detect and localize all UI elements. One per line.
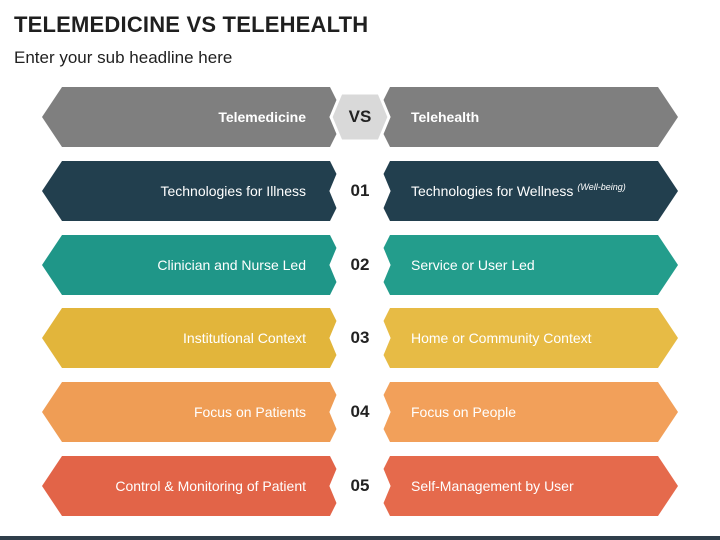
row-header-shape [42, 87, 678, 147]
row-02: Clinician and Nurse Led 02 Service or Us… [0, 235, 720, 295]
row-05-number: 05 [350, 476, 370, 495]
telemedicine-label: Telemedicine [218, 109, 306, 125]
row-03-number: 03 [350, 328, 370, 347]
row-02-left-text: Clinician and Nurse Led [157, 257, 306, 273]
row-04-left-text: Focus on Patients [193, 404, 306, 420]
row-03: Institutional Context 03 Home or Communi… [0, 308, 720, 368]
row-02-shape [42, 235, 678, 295]
row-01-right-note: (Well-being) [577, 182, 626, 192]
left-chevron [42, 235, 345, 295]
row-01-shape [42, 161, 678, 221]
right-chevron [375, 235, 678, 295]
telehealth-label: Telehealth [411, 109, 480, 125]
center-badge-shape [329, 460, 391, 512]
center-badge-shape [329, 312, 391, 364]
row-header: Telemedicine VS Telehealth [0, 87, 720, 147]
row-01-number: 01 [350, 181, 370, 200]
center-badge-shape [329, 165, 391, 217]
row-03-shape [42, 308, 678, 368]
row-01-right-main: Technologies for Wellness [411, 183, 574, 199]
footer-bar [0, 536, 720, 540]
row-04-shape [42, 382, 678, 442]
left-chevron [42, 161, 345, 221]
left-chevron [42, 87, 345, 147]
row-01-left-text: Technologies for Illness [160, 183, 306, 199]
center-badge-shape [329, 91, 391, 143]
row-03-left-text: Institutional Context [183, 330, 306, 346]
row-05-shape [42, 456, 678, 516]
row-02-right-text: Service or User Led [411, 257, 535, 273]
row-05-left-text: Control & Monitoring of Patient [115, 478, 306, 494]
row-04: Focus on Patients 04 Focus on People [0, 382, 720, 442]
row-01: Technologies for Illness 01 Technologies… [0, 161, 720, 221]
row-01-right-text: Technologies for Wellness (Well-being) [411, 161, 626, 221]
left-chevron [42, 382, 345, 442]
right-chevron [375, 382, 678, 442]
vs-badge: VS [348, 107, 372, 126]
row-05-right-text: Self-Management by User [411, 478, 574, 494]
row-02-number: 02 [350, 255, 370, 274]
row-04-right-text: Focus on People [411, 404, 517, 420]
row-03-right-text: Home or Community Context [411, 330, 592, 346]
left-chevron [42, 308, 345, 368]
center-badge-shape [329, 239, 391, 291]
right-chevron [375, 161, 678, 221]
row-05: Control & Monitoring of Patient 05 Self-… [0, 456, 720, 516]
right-chevron [375, 87, 678, 147]
right-chevron [375, 456, 678, 516]
row-04-number: 04 [350, 402, 370, 421]
center-badge-shape [329, 386, 391, 438]
page-title: TELEMEDICINE VS TELEHEALTH [14, 12, 369, 37]
left-chevron [42, 456, 345, 516]
right-chevron [375, 308, 678, 368]
page-subtitle: Enter your sub headline here [14, 48, 233, 67]
